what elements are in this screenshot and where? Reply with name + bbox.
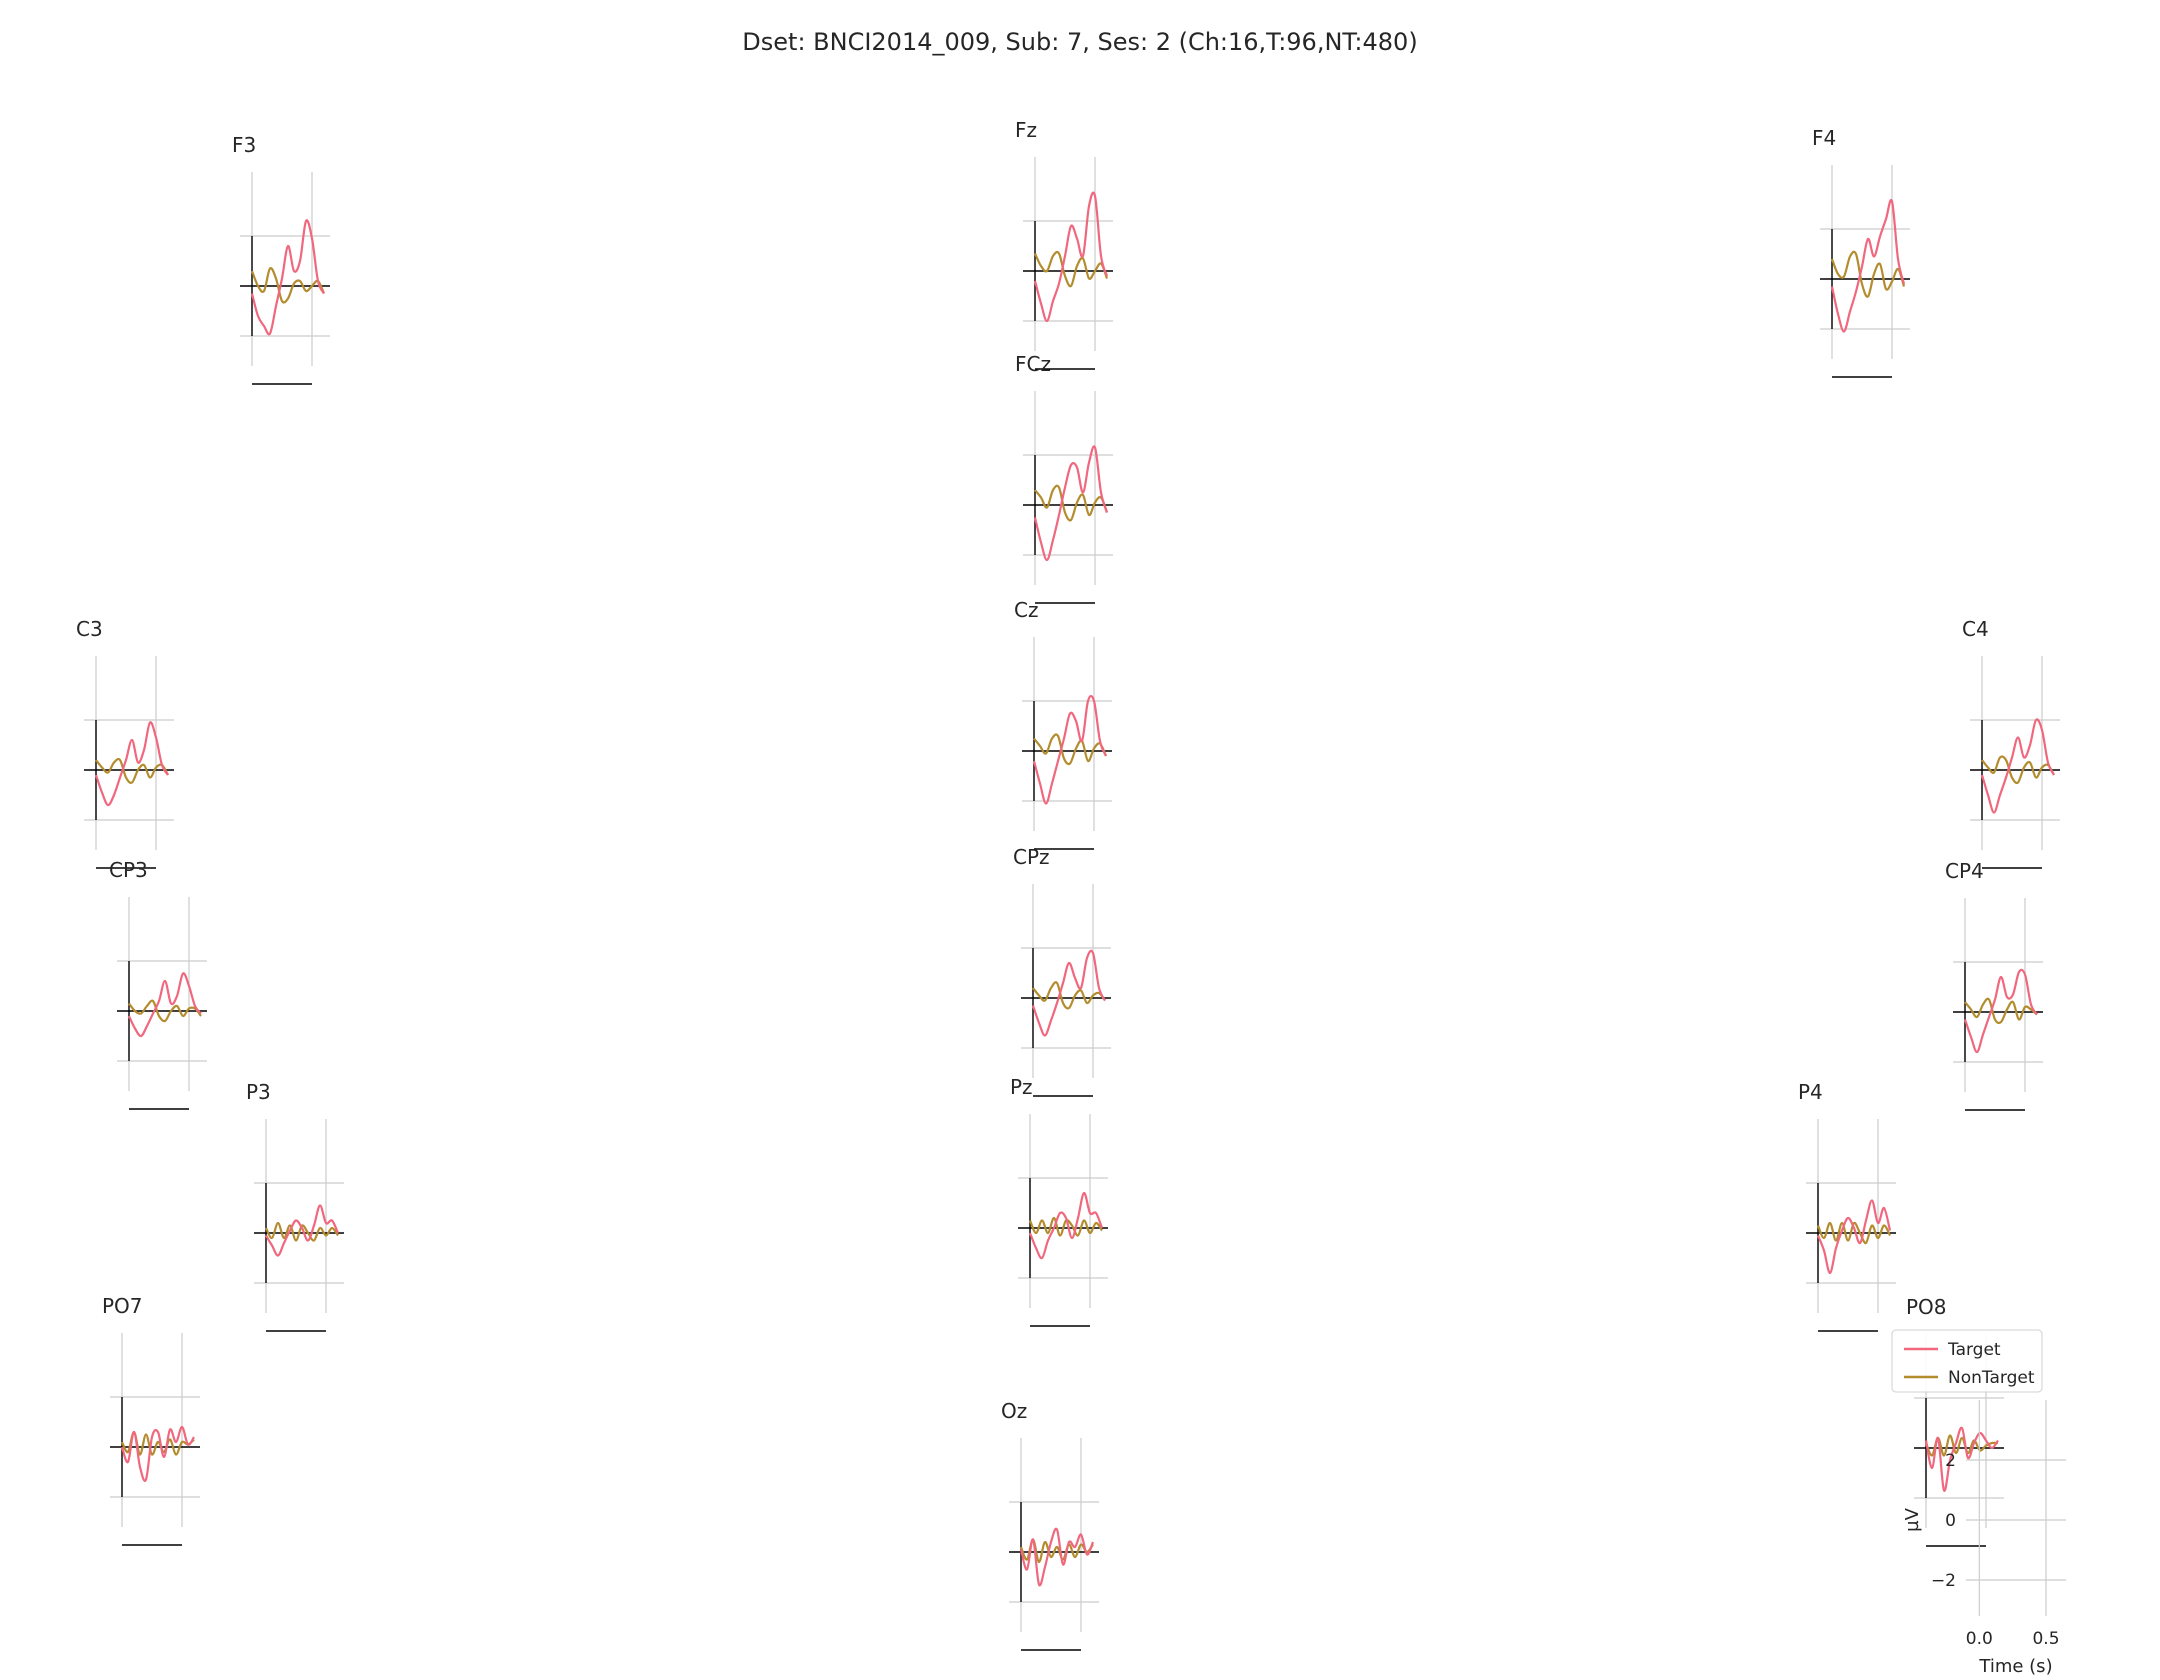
series-line-nontarget: [1964, 997, 2038, 1025]
series-line-target: [1019, 1527, 1095, 1587]
channel-panel-p4: P4: [1798, 1080, 1896, 1332]
y-tick-label: 2: [1945, 1451, 1956, 1471]
series-line-target: [1031, 949, 1106, 1037]
series-line-target: [1924, 1426, 1999, 1492]
channel-label: Cz: [1014, 598, 1038, 622]
channel-panel-po7: PO7: [102, 1294, 200, 1546]
series-line-target: [1816, 1199, 1892, 1275]
series-line-nontarget: [1830, 250, 1906, 298]
channel-label: CP4: [1945, 859, 1984, 883]
channel-label: P3: [246, 1080, 271, 1104]
x-tick-label: 0.5: [2032, 1629, 2059, 1649]
y-tick-label: −2: [1931, 1571, 1956, 1591]
channel-panel-c3: C3: [76, 617, 174, 869]
series-line-nontarget: [1981, 755, 2055, 785]
channel-panel-f3: F3: [232, 133, 330, 385]
channel-panel-f4: F4: [1812, 126, 1910, 378]
series-line-target: [1028, 1191, 1104, 1260]
series-line-nontarget: [265, 1221, 339, 1242]
series-line-nontarget: [250, 267, 326, 304]
series-line-target: [1032, 694, 1108, 805]
channel-label: PO8: [1906, 1295, 1947, 1319]
channel-panel-cpz: CPz: [1013, 845, 1111, 1097]
series-line-target: [1033, 445, 1109, 562]
channel-panel-fcz: FCz: [1015, 352, 1113, 604]
reference-axis: −2 0 2 0.0 0.5 Time (s) µV: [1902, 1400, 2066, 1677]
series-line-nontarget: [1034, 250, 1109, 288]
channel-panel-fz: Fz: [1015, 118, 1113, 370]
channel-label: P4: [1798, 1080, 1823, 1104]
series-line-target: [94, 721, 169, 807]
channel-label: Pz: [1010, 1075, 1033, 1099]
series-line-nontarget: [1816, 1221, 1891, 1245]
channel-label: C4: [1962, 617, 1989, 641]
channel-label: F3: [232, 133, 256, 157]
channel-panel-cz: Cz: [1014, 598, 1112, 850]
channel-label: Oz: [1001, 1399, 1027, 1423]
y-tick-label: 0: [1945, 1511, 1956, 1531]
x-axis-label: Time (s): [1978, 1656, 2052, 1677]
series-line-target: [250, 219, 325, 336]
series-line-target: [1980, 718, 2055, 814]
channel-panels: F3 Fz F4 FCz C3 Cz C4 CP3 CPz CP4 P3 Pz P4 PO7 Oz PO8: [76, 118, 2060, 1651]
legend-label-nontarget: NonTarget: [1948, 1368, 2035, 1388]
series-line-target: [265, 1204, 340, 1257]
series-line-target: [128, 972, 202, 1038]
series-line-nontarget: [1034, 484, 1109, 522]
series-line-target: [1830, 198, 1906, 333]
legend: Target NonTarget: [1891, 1329, 2043, 1393]
channel-panel-cp4: CP4: [1945, 859, 2043, 1111]
channel-panel-c4: C4: [1962, 617, 2060, 869]
series-line-nontarget: [1033, 733, 1108, 766]
channel-label: CP3: [109, 858, 148, 882]
channel-label: F4: [1812, 126, 1836, 150]
channel-label: FCz: [1015, 352, 1051, 376]
channel-panel-cp3: CP3: [109, 858, 207, 1110]
series-line-nontarget: [128, 999, 202, 1023]
channel-panel-oz: Oz: [1001, 1399, 1099, 1651]
channel-panel-p3: P3: [246, 1080, 344, 1332]
channel-label: CPz: [1013, 845, 1050, 869]
series-line-nontarget: [1032, 981, 1106, 1010]
x-tick-label: 0.0: [1966, 1629, 1993, 1649]
series-line-target: [120, 1425, 195, 1482]
channel-label: C3: [76, 617, 103, 641]
figure-title: Dset: BNCI2014_009, Sub: 7, Ses: 2 (Ch:1…: [742, 28, 1418, 56]
channel-panel-pz: Pz: [1010, 1075, 1108, 1327]
series-line-target: [1033, 191, 1109, 323]
series-line-target: [1963, 968, 2038, 1054]
series-line-nontarget: [95, 757, 169, 784]
y-axis-label: µV: [1902, 1507, 1923, 1531]
channel-label: Fz: [1015, 118, 1037, 142]
channel-label: PO7: [102, 1294, 143, 1318]
legend-label-target: Target: [1947, 1340, 2001, 1360]
